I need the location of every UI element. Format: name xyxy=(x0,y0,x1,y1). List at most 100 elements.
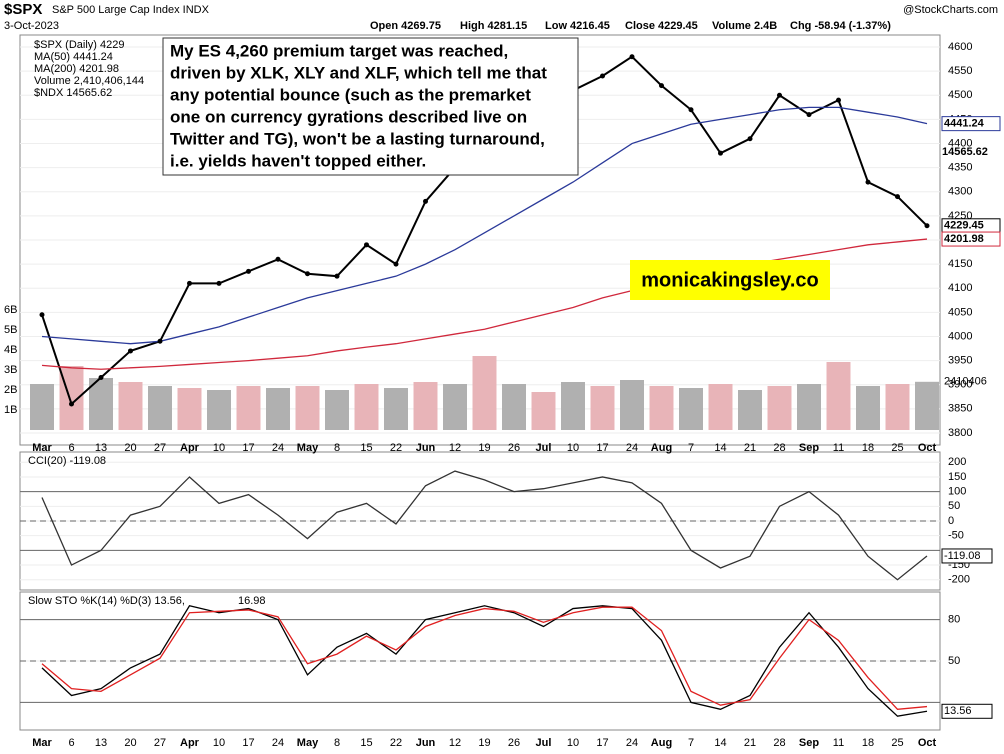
price-point xyxy=(777,92,782,98)
x-tick-label: Sep xyxy=(799,442,819,454)
price-point xyxy=(393,261,399,267)
price-tag: 4201.98 xyxy=(944,233,984,245)
y2-tick-label: 2B xyxy=(4,384,17,396)
series-line xyxy=(41,470,928,581)
annotation-line: Twitter and TG), won't be a lasting turn… xyxy=(170,129,545,148)
x-tick-label: 20 xyxy=(124,442,136,454)
price-tag: 4229.45 xyxy=(944,220,984,232)
open: Open 4269.75 xyxy=(370,20,441,32)
price-point xyxy=(688,107,694,113)
price-tag-box xyxy=(941,116,1001,132)
x-tick-label: 27 xyxy=(154,737,166,749)
x-tick-label: 12 xyxy=(449,442,461,454)
x-tick-label: 17 xyxy=(242,737,254,749)
watermark: monicakingsley.co xyxy=(641,269,818,291)
x-tick-label: Jul xyxy=(536,737,552,749)
x-tick-label: 21 xyxy=(744,737,756,749)
y2-tick-label: 3B xyxy=(4,364,17,376)
volume-bar xyxy=(738,390,762,430)
annotation-line: one on currency gyrations described live… xyxy=(170,107,527,126)
x-tick-label: Mar xyxy=(32,442,52,454)
volume-bar xyxy=(767,386,792,430)
x-tick-label: Sep xyxy=(799,737,819,749)
x-tick-label: 15 xyxy=(360,442,372,454)
y-tick-label: 4000 xyxy=(948,330,972,342)
y-tick-label: 200 xyxy=(948,456,966,468)
panel-tag: 13.56 xyxy=(944,705,972,717)
price-point xyxy=(275,256,281,262)
x-tick-label: 25 xyxy=(891,737,903,749)
x-tick-label: 11 xyxy=(833,442,844,454)
price-point xyxy=(865,179,871,185)
x-tick-label: 24 xyxy=(272,737,284,749)
volume-bar xyxy=(679,388,703,430)
volume-bar xyxy=(797,384,821,430)
y2-tick-label: 1B xyxy=(4,404,17,416)
x-tick-label: 13 xyxy=(95,737,107,749)
legend-entry: $NDX 14565.62 xyxy=(34,87,112,99)
volume-bar xyxy=(148,386,172,430)
y-tick-label: 3800 xyxy=(948,427,972,439)
x-tick-label: May xyxy=(297,442,319,454)
y-tick-label: 4600 xyxy=(948,41,972,53)
y2-tick-label: 5B xyxy=(4,324,17,336)
x-tick-label: 13 xyxy=(95,442,107,454)
x-tick-label: 25 xyxy=(891,442,903,454)
price-point xyxy=(364,242,369,248)
low: Low 4216.45 xyxy=(545,20,610,32)
price-point xyxy=(39,312,45,318)
price-point xyxy=(128,348,133,354)
y-tick-label: 80 xyxy=(948,614,960,626)
y-tick-label: 4300 xyxy=(948,186,972,198)
x-tick-label: 11 xyxy=(833,737,844,749)
x-tick-label: 15 xyxy=(360,737,372,749)
price-point xyxy=(187,280,192,286)
volume-bar xyxy=(915,381,939,430)
x-tick-label: 8 xyxy=(334,737,340,749)
panel-title: CCI(20) -119.08 xyxy=(28,455,106,467)
y-tick-label: 3950 xyxy=(948,354,972,366)
price-point xyxy=(69,401,74,407)
x-tick-label: 21 xyxy=(744,442,756,454)
x-tick-label: Aug xyxy=(651,442,672,454)
y-tick-label: 4500 xyxy=(948,89,972,101)
x-tick-label: May xyxy=(297,737,319,749)
series-line xyxy=(41,238,928,370)
x-tick-label: 18 xyxy=(862,442,874,454)
x-tick-label: Aug xyxy=(651,737,672,749)
x-tick-label: 17 xyxy=(242,442,254,454)
x-tick-label: Mar xyxy=(32,737,52,749)
date: 3-Oct-2023 xyxy=(4,20,59,32)
symbol: $SPX xyxy=(4,1,42,18)
volume-bar xyxy=(266,388,290,430)
volume-bar xyxy=(384,388,408,430)
volume-bar xyxy=(856,386,880,430)
legend-entry: MA(200) 4201.98 xyxy=(34,63,119,75)
price-point xyxy=(718,150,723,156)
price-point xyxy=(98,374,104,380)
price-point xyxy=(924,223,930,229)
volume-bar xyxy=(207,390,231,430)
y-tick-label: 4050 xyxy=(948,306,972,318)
price-point xyxy=(305,271,310,277)
volume-bar xyxy=(236,386,261,430)
y-tick-label: 50 xyxy=(948,500,960,512)
y-tick-label: 4550 xyxy=(948,65,972,77)
volume-bar xyxy=(590,386,615,430)
y-tick-label: 4400 xyxy=(948,137,972,149)
x-tick-label: 6 xyxy=(68,442,74,454)
volume-bar xyxy=(502,384,526,430)
y-tick-label: 4150 xyxy=(948,258,972,270)
watermark-box xyxy=(630,260,830,300)
volume-bar xyxy=(325,390,349,430)
volume-bar xyxy=(30,384,54,430)
x-tick-label: 24 xyxy=(626,442,638,454)
y2-tick-label: 6B xyxy=(4,304,17,316)
legend-entry: $SPX (Daily) 4229 xyxy=(34,39,125,51)
legend-entry: MA(50) 4441.24 xyxy=(34,51,113,63)
y-tick-label: 100 xyxy=(948,486,966,498)
panel-tag-box xyxy=(941,703,993,719)
x-tick-label: 26 xyxy=(508,442,520,454)
x-tick-label: Jun xyxy=(416,737,436,749)
